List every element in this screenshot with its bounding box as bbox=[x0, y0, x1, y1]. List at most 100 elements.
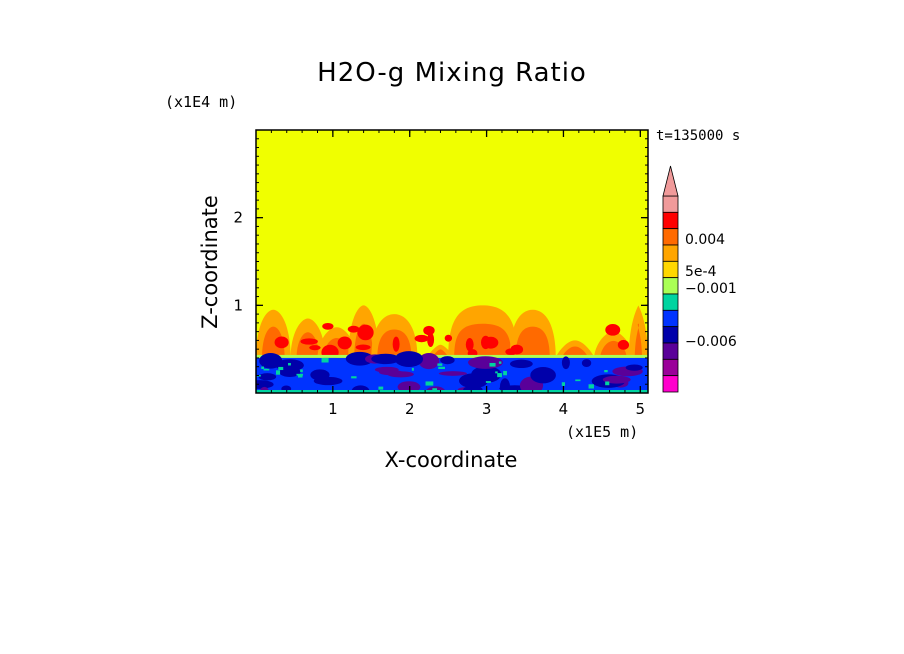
plume-core bbox=[262, 326, 285, 358]
surface-patch bbox=[258, 373, 277, 381]
plume-max-core bbox=[322, 322, 334, 330]
surface-streak bbox=[495, 371, 498, 374]
colorbar-segment bbox=[662, 244, 679, 262]
surface-patch bbox=[438, 371, 467, 376]
plume-max-core bbox=[274, 336, 289, 349]
plume-max-core bbox=[605, 324, 621, 336]
y-unit-label: (x1E4 m) bbox=[165, 93, 238, 111]
surface-streak bbox=[503, 370, 507, 376]
x-unit-label: (x1E5 m) bbox=[566, 423, 639, 441]
plume-max-core bbox=[347, 325, 360, 333]
surface-streak bbox=[561, 382, 565, 386]
plume-max-core bbox=[465, 338, 474, 352]
x-axis-label: X-coordinate bbox=[384, 448, 518, 472]
bottom-band bbox=[256, 390, 648, 393]
surface-streak bbox=[297, 375, 303, 378]
x-tick-label: 1 bbox=[328, 400, 338, 418]
chart-title: H2O-g Mixing Ratio bbox=[317, 58, 587, 88]
surface-streak bbox=[278, 366, 284, 371]
x-tick-label: 4 bbox=[559, 400, 569, 418]
surface-streak bbox=[605, 381, 610, 386]
plume-max-core bbox=[357, 324, 374, 341]
surface-streak bbox=[261, 366, 265, 370]
surface-patch bbox=[509, 359, 533, 369]
surface-streak bbox=[296, 373, 304, 376]
colorbar-segment bbox=[662, 375, 679, 393]
surface-patch bbox=[345, 351, 374, 366]
colorbar-segment bbox=[662, 326, 679, 344]
colorbar-segment bbox=[662, 342, 679, 360]
surface-patch bbox=[561, 356, 570, 370]
surface-patch bbox=[625, 364, 643, 371]
colorbar-label: −0.006 bbox=[685, 334, 737, 350]
x-tick-label: 5 bbox=[636, 400, 646, 418]
surface-patch bbox=[440, 356, 455, 365]
surface-streak bbox=[489, 362, 496, 367]
colorbar-label: 0.004 bbox=[685, 232, 725, 248]
colorbar-segment bbox=[662, 228, 679, 246]
surface-streak bbox=[378, 386, 384, 390]
surface-patch bbox=[581, 359, 592, 367]
surface-streak bbox=[604, 370, 608, 373]
plume-core bbox=[296, 332, 320, 358]
surface-patch bbox=[394, 351, 424, 368]
surface-streak bbox=[437, 363, 443, 366]
plume-max-core bbox=[300, 338, 318, 345]
plume-max-core bbox=[444, 334, 453, 342]
surface-streak bbox=[351, 376, 357, 379]
contour-fill-group bbox=[256, 305, 648, 393]
surface-patch bbox=[468, 356, 503, 369]
transition-band bbox=[256, 354, 648, 358]
surface-streak bbox=[497, 373, 502, 378]
surface-patch bbox=[256, 380, 274, 389]
plume-max-core bbox=[355, 344, 371, 351]
surface-patch bbox=[310, 369, 330, 381]
surface-streak bbox=[275, 370, 281, 375]
colorbar-segment bbox=[662, 211, 679, 230]
colorbar-label: 5e-4 bbox=[685, 264, 717, 280]
surface-patch bbox=[371, 353, 400, 365]
surface-streak bbox=[498, 361, 502, 364]
surface-patch bbox=[459, 373, 489, 389]
y-tick-label: 2 bbox=[233, 209, 243, 227]
surface-streak bbox=[485, 381, 491, 383]
plume-max-core bbox=[414, 334, 429, 343]
plume-max-core bbox=[337, 336, 352, 350]
surface-patch bbox=[397, 381, 421, 393]
surface-patch bbox=[374, 366, 399, 373]
colorbar-segment bbox=[662, 309, 679, 328]
surface-streak bbox=[300, 369, 303, 373]
surface-streak bbox=[425, 381, 434, 386]
plume-core bbox=[634, 323, 642, 358]
colorbar-segment bbox=[662, 358, 679, 377]
colorbar-label: −0.001 bbox=[685, 281, 737, 297]
plume-core bbox=[515, 326, 550, 358]
y-tick-label: 1 bbox=[233, 296, 243, 314]
plume-max-core bbox=[427, 332, 435, 348]
plume-max-core bbox=[617, 339, 630, 350]
x-tick-label: 3 bbox=[482, 400, 492, 418]
plume-max-core bbox=[423, 325, 435, 336]
surface-patch bbox=[530, 366, 556, 384]
plume-max-core bbox=[483, 336, 499, 349]
surface-streak bbox=[288, 362, 291, 366]
colorbar-segment bbox=[662, 260, 679, 279]
plume-max-core bbox=[309, 345, 321, 351]
colorbar-segment bbox=[662, 195, 679, 213]
surface-streak bbox=[438, 366, 445, 370]
colorbar-segment bbox=[662, 293, 679, 311]
time-label: t=135000 s bbox=[656, 128, 741, 144]
surface-patch bbox=[602, 375, 631, 384]
colorbar-extend-arrow bbox=[662, 165, 679, 197]
surface-streak bbox=[411, 367, 414, 371]
surface-streak bbox=[321, 358, 329, 363]
plume-max-core bbox=[510, 344, 524, 355]
plume-max-core bbox=[392, 336, 400, 352]
surface-streak bbox=[263, 368, 270, 371]
x-tick-label: 2 bbox=[405, 400, 415, 418]
surface-patch bbox=[499, 378, 511, 393]
surface-streak bbox=[575, 379, 581, 382]
surface-streak bbox=[588, 384, 594, 389]
surface-patch bbox=[418, 352, 440, 370]
